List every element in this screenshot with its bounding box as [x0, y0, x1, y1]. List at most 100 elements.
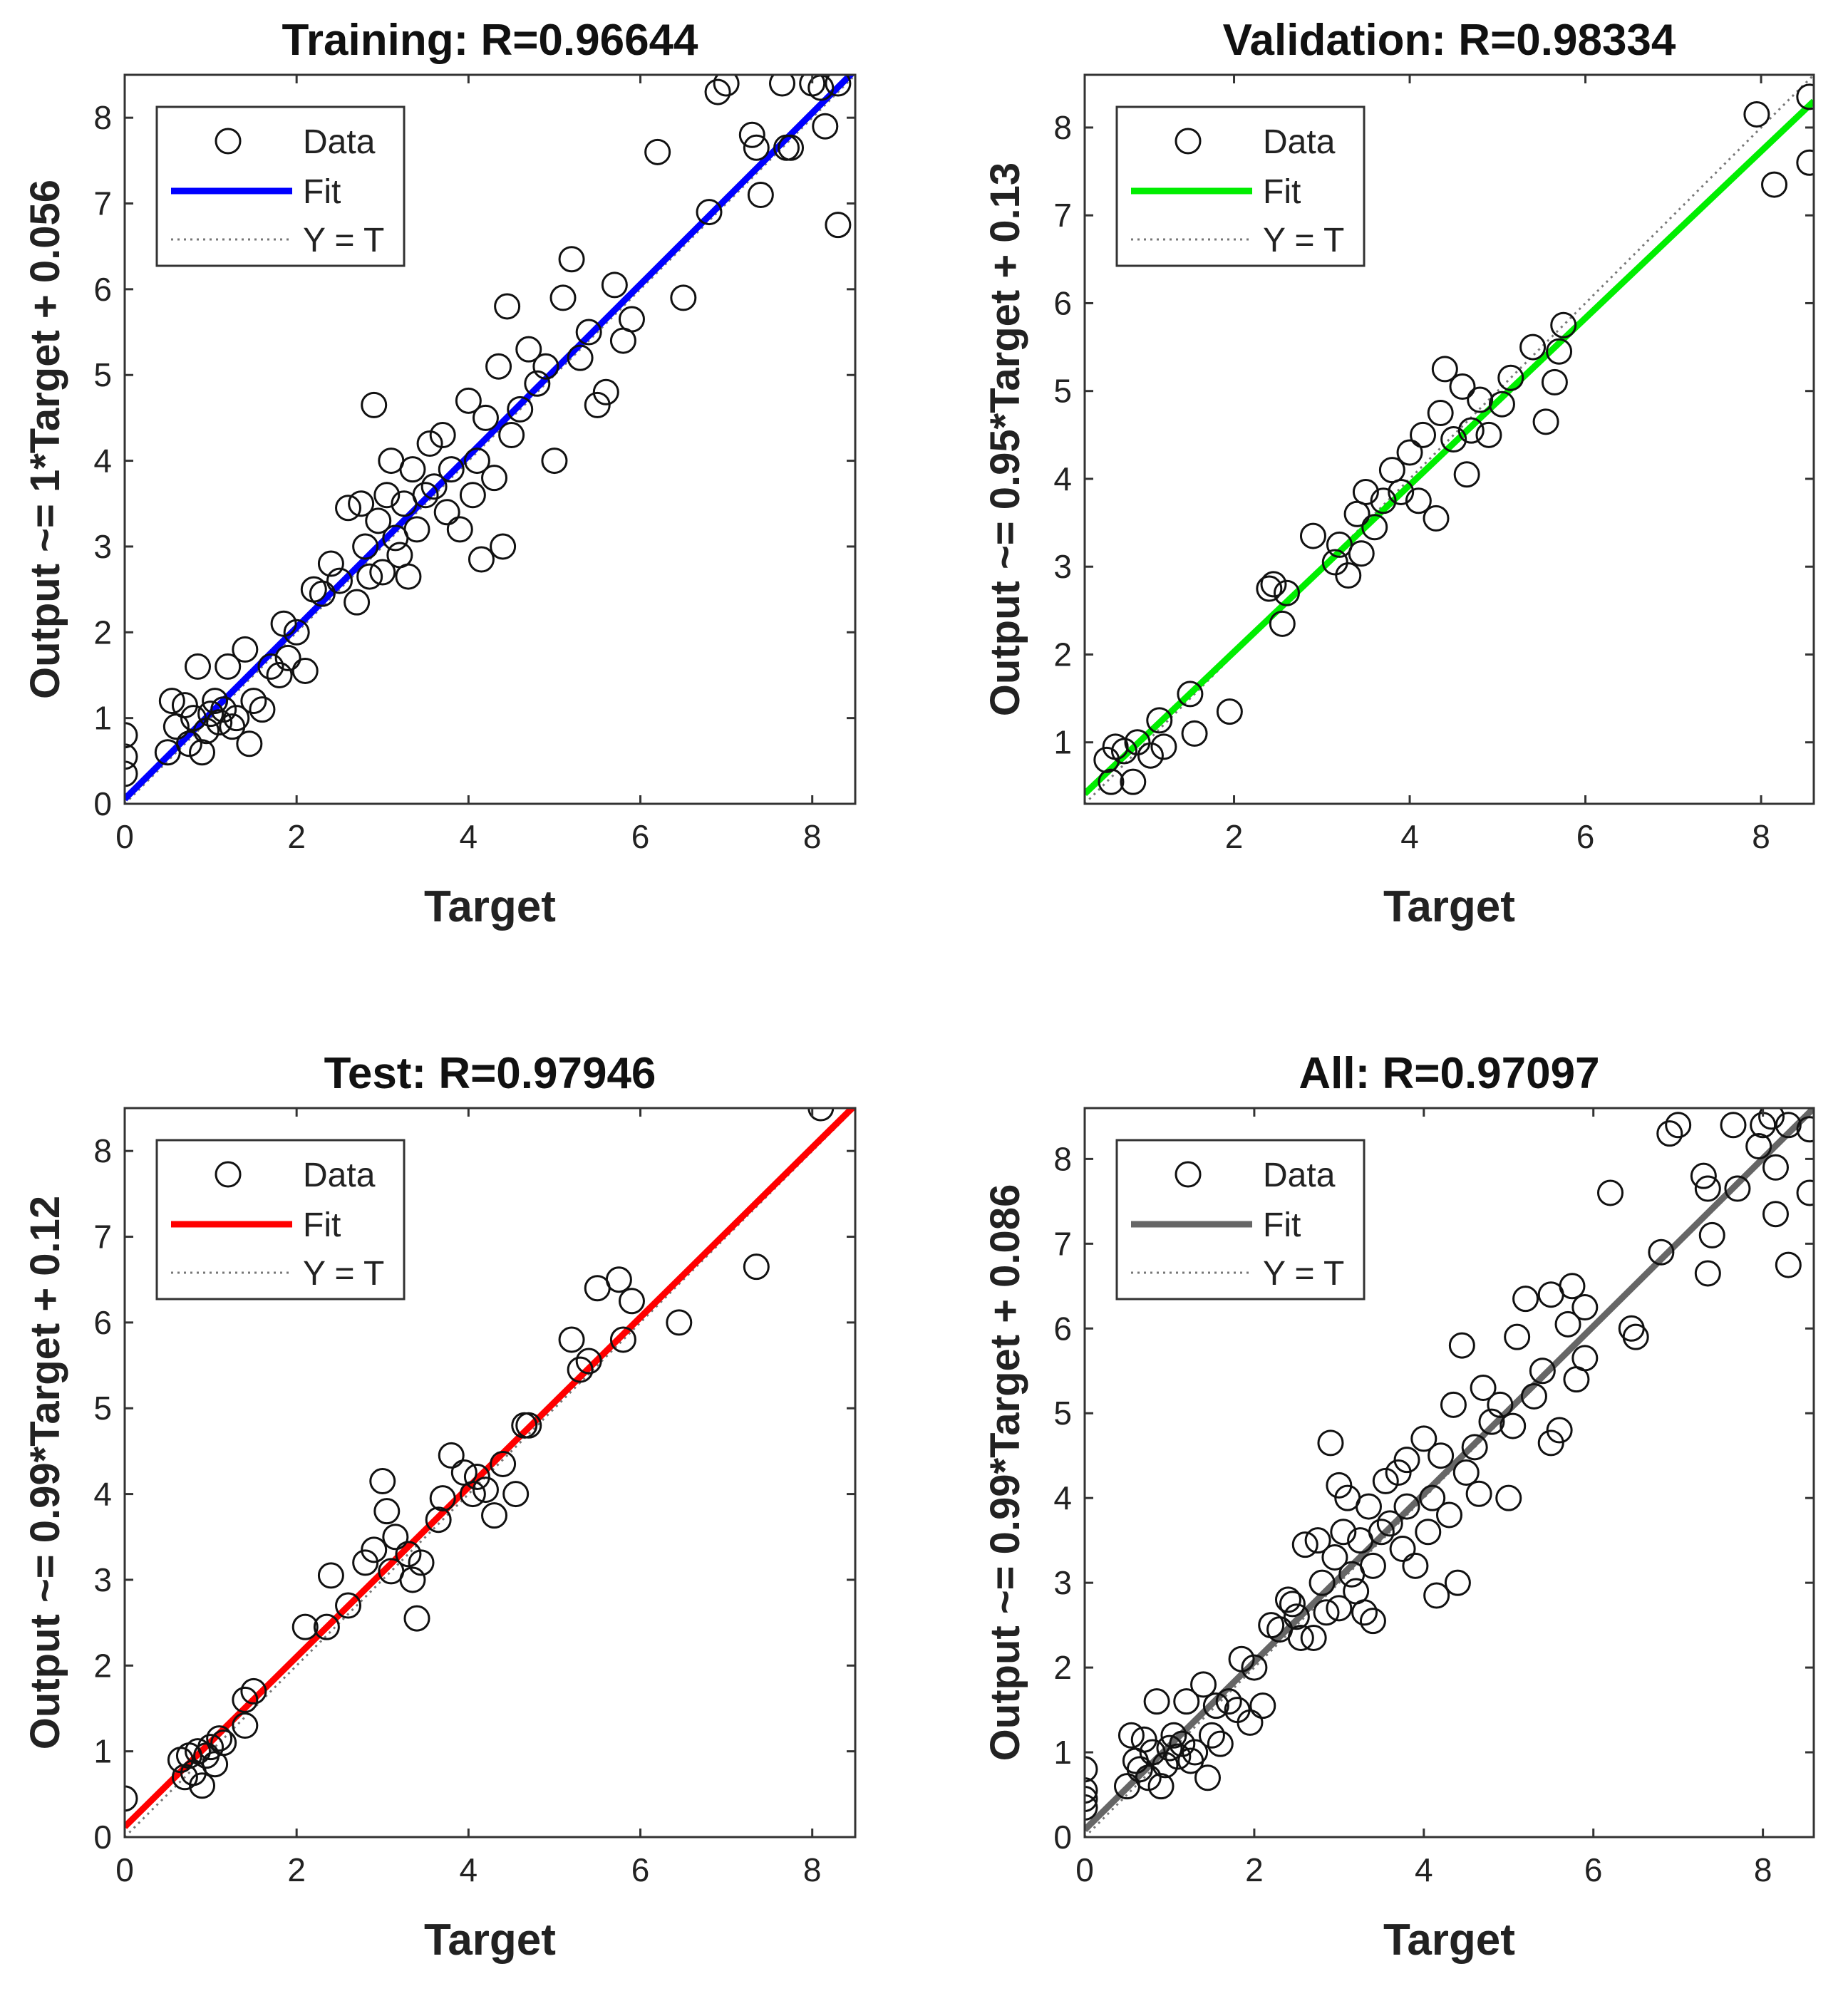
- data-point: [197, 700, 224, 728]
- data-point: [812, 113, 839, 140]
- data-point: [601, 272, 628, 299]
- data-point: [1519, 333, 1547, 361]
- data-point: [1457, 417, 1485, 444]
- data-point: [1448, 1332, 1475, 1359]
- data-point: [670, 284, 697, 311]
- chart-title: Validation: R=0.98334: [1223, 16, 1676, 65]
- plot-content: [125, 1108, 855, 1837]
- data-point: [395, 1541, 422, 1568]
- data-point: [1321, 1543, 1348, 1571]
- y-tick-label: 5: [1053, 1395, 1072, 1432]
- data-point: [1152, 1752, 1179, 1779]
- x-tick-label: 8: [1754, 1851, 1772, 1888]
- data-point: [1775, 1251, 1802, 1278]
- data-point: [446, 516, 473, 543]
- y-tick-label: 5: [1053, 373, 1072, 410]
- axes-box: [1083, 73, 1815, 805]
- x-tick-label: 4: [1400, 818, 1419, 855]
- data-point: [403, 516, 430, 543]
- data-point: [1488, 391, 1515, 418]
- data-point: [317, 550, 344, 577]
- data-point: [1656, 1120, 1683, 1147]
- data-point: [1378, 457, 1405, 484]
- data-point: [592, 378, 619, 405]
- y-tick-label: 7: [93, 1219, 112, 1256]
- data-point: [747, 181, 774, 208]
- data-point: [361, 1536, 388, 1563]
- y-tick-label: 5: [93, 356, 112, 393]
- axes-box: [1083, 1107, 1815, 1839]
- x-axis-label: Target: [424, 882, 556, 931]
- x-tick-label: 2: [1245, 1851, 1264, 1888]
- data-point: [210, 1729, 237, 1757]
- data-point: [1173, 1688, 1200, 1715]
- data-point: [1352, 478, 1379, 505]
- data-point: [1520, 1382, 1547, 1410]
- data-point: [399, 1566, 426, 1593]
- data-point: [769, 75, 795, 97]
- data-point: [1402, 1552, 1429, 1579]
- data-point: [1694, 1260, 1721, 1287]
- data-point: [567, 1356, 594, 1383]
- data-point: [1796, 149, 1814, 176]
- data-point: [206, 709, 233, 736]
- legend-data-label: Data: [1263, 1157, 1336, 1194]
- data-point: [1216, 698, 1243, 725]
- data-point: [175, 730, 202, 757]
- fit-line: [1085, 98, 1814, 797]
- axes-box: [123, 73, 857, 805]
- legend-fit-label: Fit: [303, 1206, 341, 1244]
- data-point: [399, 456, 426, 483]
- legend-data-marker: [215, 1161, 242, 1188]
- data-point: [197, 1734, 224, 1761]
- data-point: [1372, 1467, 1399, 1494]
- data-point: [696, 199, 723, 226]
- data-point: [1273, 579, 1300, 606]
- data-point: [1146, 707, 1173, 734]
- data-point: [1761, 171, 1788, 198]
- data-point: [618, 306, 645, 333]
- data-point: [291, 1613, 319, 1640]
- data-point: [365, 507, 392, 534]
- data-point: [743, 134, 770, 161]
- data-point: [1355, 1493, 1382, 1520]
- data-point: [185, 653, 211, 680]
- legend-data-label: Data: [1263, 123, 1336, 161]
- data-point: [270, 610, 297, 637]
- data-point: [618, 1288, 645, 1315]
- data-point: [1085, 1785, 1098, 1812]
- data-point: [1423, 505, 1450, 532]
- data-point: [1137, 742, 1164, 769]
- data-point: [1321, 549, 1348, 576]
- data-point: [825, 75, 852, 97]
- data-point: [485, 353, 512, 380]
- data-point: [1117, 1722, 1145, 1749]
- data-point: [1308, 1569, 1336, 1596]
- data-point: [1150, 733, 1177, 760]
- data-point: [1299, 522, 1326, 549]
- data-point: [1376, 1510, 1403, 1537]
- data-point: [1228, 1645, 1255, 1672]
- y-tick-label: 2: [93, 1647, 112, 1684]
- data-point: [1126, 1756, 1153, 1783]
- legend-fit-label: Fit: [1263, 173, 1301, 211]
- data-point: [778, 134, 805, 161]
- data-point: [189, 1772, 216, 1799]
- legend: Data Fit Y = T: [155, 1139, 406, 1300]
- data-point: [1423, 1582, 1450, 1609]
- legend: Data Fit Y = T: [1115, 105, 1366, 267]
- x-tick-label: 2: [1225, 818, 1244, 855]
- data-point: [369, 559, 396, 586]
- data-point: [1165, 1743, 1192, 1770]
- chart-title: Training: R=0.96644: [282, 16, 698, 65]
- data-point: [1554, 1310, 1581, 1338]
- y-tick-label: 6: [1053, 1310, 1072, 1347]
- y-axis-label: Output ~= 0.99*Target + 0.086: [982, 1184, 1028, 1762]
- x-tick-label: 4: [460, 818, 478, 855]
- data-point: [309, 580, 336, 607]
- data-point: [125, 743, 138, 770]
- data-point: [1796, 1179, 1814, 1206]
- data-point: [1532, 408, 1559, 435]
- data-point: [408, 1549, 435, 1576]
- data-point: [807, 1108, 835, 1122]
